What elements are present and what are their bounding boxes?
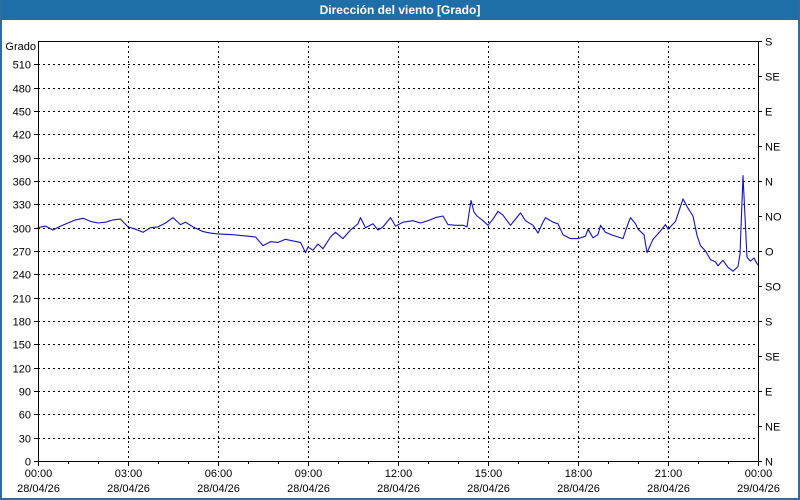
chart-area: 0 30 60 90 120 150 180 210 240 270 300 330 360 390 420… — [2, 20, 798, 498]
y-axis-tick-label: 480 — [13, 84, 31, 96]
y-axis-title: Grado — [5, 41, 36, 53]
compass-tick-label: E — [765, 107, 772, 119]
y-axis-tick-label: 270 — [13, 247, 31, 259]
x-axis-time-label: 00:00 — [25, 468, 53, 480]
y-axis-tick-label: 30 — [19, 434, 31, 446]
x-axis-date-label: 28/04/26 — [377, 483, 420, 495]
y-axis-tick-label: 90 — [19, 387, 31, 399]
y-axis-tick-label: 60 — [19, 410, 31, 422]
x-axis-time-label: 21:00 — [655, 468, 683, 480]
compass-tick-label: NO — [765, 212, 782, 224]
y-axis-tick-label: 420 — [13, 130, 31, 142]
x-axis-time-label: 00:00 — [745, 468, 773, 480]
wind-direction-chart: 0 30 60 90 120 150 180 210 240 270 300 330 360 390 420… — [5, 37, 782, 496]
x-axis-date-label: 29/04/26 — [737, 483, 780, 495]
y-axis-tick-label: 390 — [13, 154, 31, 166]
x-axis-time-label: 12:00 — [385, 468, 413, 480]
y-axis-tick-label: 510 — [13, 60, 31, 72]
y-axis-tick-label: 150 — [13, 340, 31, 352]
x-axis-date-label: 28/04/26 — [287, 483, 330, 495]
compass-tick-label: SE — [765, 72, 780, 84]
x-axis-time-label: 09:00 — [295, 468, 323, 480]
y-axis-tick-label: 450 — [13, 107, 31, 119]
x-axis-date-label: 28/04/26 — [467, 483, 510, 495]
x-axis-date-label: 28/04/26 — [107, 483, 150, 495]
compass-tick-label: SO — [765, 282, 781, 294]
compass-tick-label: S — [765, 37, 772, 49]
compass-tick-label: N — [765, 177, 773, 189]
compass-tick-label: S — [765, 317, 772, 329]
x-axis-date-label: 28/04/26 — [647, 483, 690, 495]
compass-tick-label: NE — [765, 142, 780, 154]
compass-tick-label: O — [765, 247, 774, 259]
compass-tick-label: NE — [765, 422, 780, 434]
y-axis-tick-label: 360 — [13, 177, 31, 189]
compass-tick-label: E — [765, 387, 772, 399]
x-axis-date-label: 28/04/26 — [17, 483, 60, 495]
chart-title-bar: Dirección del viento [Grado] — [2, 0, 798, 20]
chart-title: Dirección del viento [Grado] — [319, 3, 481, 17]
x-axis-date-label: 28/04/26 — [197, 483, 240, 495]
x-axis-time-label: 15:00 — [475, 468, 503, 480]
y-axis-tick-label: 120 — [13, 364, 31, 376]
y-axis-tick-label: 210 — [13, 294, 31, 306]
compass-tick-label: SE — [765, 352, 780, 364]
x-axis-time-label: 18:00 — [565, 468, 593, 480]
y-axis-tick-label: 180 — [13, 317, 31, 329]
wind-direction-series — [37, 175, 759, 272]
y-axis-tick-label: 0 — [25, 457, 31, 469]
x-axis-time-label: 03:00 — [115, 468, 143, 480]
y-axis-tick-label: 300 — [13, 224, 31, 236]
compass-tick-label: N — [765, 457, 773, 469]
x-axis-time-label: 06:00 — [205, 468, 233, 480]
y-axis-tick-label: 240 — [13, 270, 31, 282]
y-axis-tick-label: 330 — [13, 200, 31, 212]
x-axis-date-label: 28/04/26 — [557, 483, 600, 495]
